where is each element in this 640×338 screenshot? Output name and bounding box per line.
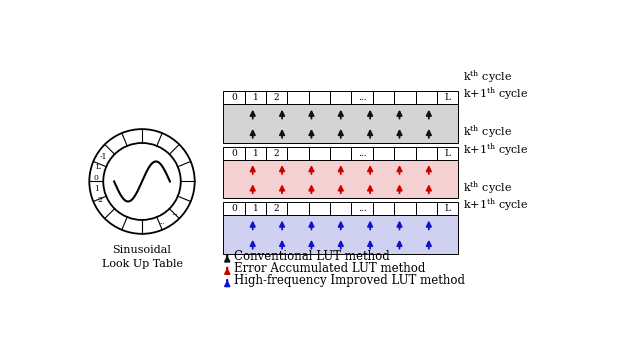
Text: 2: 2 <box>274 93 280 102</box>
Text: 2: 2 <box>274 204 280 213</box>
Bar <box>308 202 330 215</box>
Text: 0: 0 <box>231 204 237 213</box>
Bar <box>415 147 437 160</box>
Bar <box>266 147 287 160</box>
Text: -1: -1 <box>99 153 107 162</box>
Bar <box>287 147 308 160</box>
Text: k$^{\mathregular{th}}$ cycle: k$^{\mathregular{th}}$ cycle <box>463 123 512 140</box>
Text: ...: ... <box>358 93 367 102</box>
Bar <box>394 202 415 215</box>
Bar <box>266 202 287 215</box>
Bar <box>287 202 308 215</box>
Text: k$^{\mathregular{th}}$ cycle: k$^{\mathregular{th}}$ cycle <box>463 68 512 84</box>
Bar <box>223 160 458 198</box>
Text: ...: ... <box>172 209 179 217</box>
Bar <box>437 202 458 215</box>
Bar <box>287 91 308 104</box>
Bar <box>351 147 373 160</box>
Text: 1: 1 <box>95 185 99 193</box>
Bar <box>330 91 351 104</box>
Text: k+1$^{\mathregular{th}}$ cycle: k+1$^{\mathregular{th}}$ cycle <box>463 86 528 102</box>
Text: 1: 1 <box>253 204 259 213</box>
Bar <box>308 91 330 104</box>
Text: 1: 1 <box>253 93 259 102</box>
Bar <box>394 147 415 160</box>
Text: Sinusoidal
Look Up Table: Sinusoidal Look Up Table <box>102 245 182 269</box>
Bar <box>437 147 458 160</box>
Bar <box>223 147 244 160</box>
Bar <box>223 215 458 254</box>
Text: L: L <box>96 164 101 171</box>
Text: High-frequency Improved LUT method: High-frequency Improved LUT method <box>234 274 465 287</box>
Text: 0: 0 <box>231 93 237 102</box>
Text: 1: 1 <box>253 149 259 158</box>
Bar <box>394 91 415 104</box>
Text: ...: ... <box>358 149 367 158</box>
Text: ...: ... <box>358 204 367 213</box>
Bar <box>223 91 244 104</box>
Text: 0: 0 <box>231 149 237 158</box>
Bar <box>351 202 373 215</box>
Bar <box>351 91 373 104</box>
Bar <box>330 202 351 215</box>
Bar <box>415 202 437 215</box>
Text: k$^{\mathregular{th}}$ cycle: k$^{\mathregular{th}}$ cycle <box>463 179 512 196</box>
Text: ...: ... <box>159 218 165 226</box>
Bar <box>330 147 351 160</box>
Bar <box>266 91 287 104</box>
Text: 2: 2 <box>274 149 280 158</box>
Bar <box>308 147 330 160</box>
Bar <box>373 91 394 104</box>
Text: 2: 2 <box>98 196 102 204</box>
Text: L: L <box>445 204 451 213</box>
Bar <box>244 91 266 104</box>
Bar <box>244 147 266 160</box>
Text: Error Accumulated LUT method: Error Accumulated LUT method <box>234 262 426 275</box>
Bar <box>373 147 394 160</box>
Bar <box>223 202 244 215</box>
Bar <box>223 104 458 143</box>
Text: k+1$^{\mathregular{th}}$ cycle: k+1$^{\mathregular{th}}$ cycle <box>463 197 528 213</box>
Text: k+1$^{\mathregular{th}}$ cycle: k+1$^{\mathregular{th}}$ cycle <box>463 141 528 158</box>
Text: 0: 0 <box>94 174 99 182</box>
Text: L: L <box>445 93 451 102</box>
Text: Conventional LUT method: Conventional LUT method <box>234 250 390 263</box>
Bar <box>244 202 266 215</box>
Bar <box>437 91 458 104</box>
Text: L: L <box>445 149 451 158</box>
Bar <box>415 91 437 104</box>
Bar <box>373 202 394 215</box>
